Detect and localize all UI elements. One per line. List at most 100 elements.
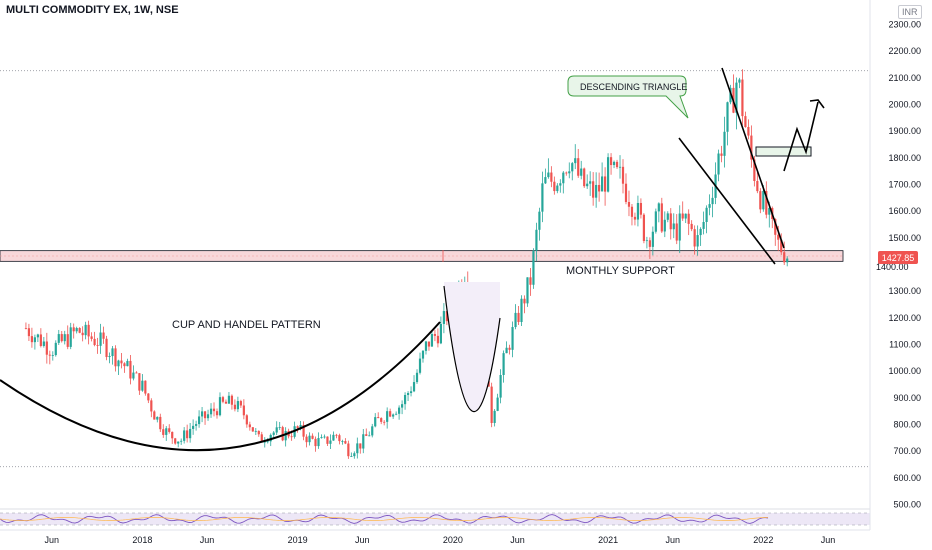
candle [406, 391, 410, 402]
candle [562, 171, 565, 194]
y-tick-label: 600.00 [893, 473, 921, 483]
candle [645, 236, 648, 249]
candle [744, 111, 747, 128]
descending-triangle-callout: DESCENDING TRIANGLE [567, 75, 689, 119]
price-axis: 500.00 600.00 700.00 800.00 900.00 1000.00 110… [869, 0, 921, 530]
x-tick-label: Jun [666, 535, 681, 545]
candle [523, 295, 526, 314]
rsi-band [0, 513, 870, 525]
candle [502, 350, 505, 383]
candle [780, 233, 783, 255]
candle [329, 434, 332, 449]
candle [386, 407, 389, 429]
candle [738, 77, 741, 89]
candle [684, 213, 687, 224]
candle [741, 69, 744, 126]
candle [690, 220, 693, 232]
candle [592, 172, 595, 206]
candle [696, 225, 699, 256]
y-tick-label: 1100.00 [889, 340, 921, 350]
candle [144, 380, 147, 396]
candle [532, 248, 535, 289]
candle [538, 207, 541, 241]
candle [678, 205, 681, 254]
candle [389, 408, 392, 418]
candle [687, 209, 690, 236]
candle [615, 159, 619, 169]
candle [165, 426, 168, 441]
y-tick-label: 1400.00 [876, 262, 909, 272]
candle [657, 202, 660, 223]
candle [141, 374, 144, 392]
candle [430, 331, 434, 347]
cup-handle-label: CUP AND HANDEL PATTERN [172, 319, 321, 331]
currency-badge[interactable]: INR [898, 5, 922, 19]
x-tick-label: 2018 [132, 535, 152, 545]
candle [583, 167, 586, 188]
candle [717, 149, 720, 182]
candle [392, 413, 395, 419]
candle [412, 375, 416, 393]
candle [514, 304, 517, 330]
x-tick-label: 2021 [598, 535, 618, 545]
triangle-upper-line [721, 67, 785, 249]
candle [598, 172, 601, 202]
candle [603, 167, 607, 206]
candle [568, 162, 571, 179]
candle [171, 431, 174, 444]
candle [72, 323, 75, 339]
target-box [755, 146, 812, 157]
candle [535, 222, 538, 262]
candle [75, 326, 78, 334]
candle [54, 340, 57, 357]
candle [102, 326, 105, 344]
candle [571, 161, 574, 181]
candle [326, 436, 329, 447]
candle [675, 214, 678, 245]
handle-curve [443, 285, 501, 413]
candle [251, 427, 254, 432]
candle [499, 369, 502, 404]
candle [786, 256, 789, 267]
candle [714, 162, 717, 205]
rsi-signal-line [0, 517, 769, 521]
y-tick-label: 1600.00 [888, 206, 921, 216]
time-axis: Jun 2018 Jun 2019 Jun 2020 Jun 2021 Jun 2022 Jun [0, 529, 870, 545]
candle [427, 341, 431, 351]
candle [63, 330, 66, 345]
y-tick-label: 700.00 [893, 446, 921, 456]
candle [239, 399, 242, 408]
candle [206, 409, 210, 421]
candle [180, 438, 183, 445]
candle [765, 181, 768, 219]
last-price-tag: 1427.85 [878, 251, 918, 264]
candle [227, 391, 231, 404]
x-tick-label: Jun [355, 535, 370, 545]
candle [197, 410, 201, 428]
candle [783, 241, 786, 266]
y-tick-label: 2200.00 [888, 46, 921, 56]
candle [681, 201, 684, 221]
candle [108, 352, 111, 364]
candle [666, 211, 669, 223]
candles [24, 69, 789, 459]
candle [186, 424, 189, 443]
x-tick-label: Jun [510, 535, 525, 545]
candle [57, 329, 60, 346]
y-tick-label: 2300.00 [888, 20, 921, 30]
candle [242, 399, 245, 420]
candle [36, 333, 39, 343]
candle [654, 208, 657, 234]
y-tick-label: 1700.00 [888, 180, 921, 190]
candle [630, 203, 634, 226]
candle [383, 420, 386, 426]
candle [672, 213, 675, 239]
candle [642, 213, 646, 244]
candle [648, 237, 651, 259]
candle [218, 392, 222, 417]
candle [174, 437, 177, 445]
candle [374, 413, 377, 428]
candle [633, 212, 637, 226]
candle [189, 422, 192, 443]
